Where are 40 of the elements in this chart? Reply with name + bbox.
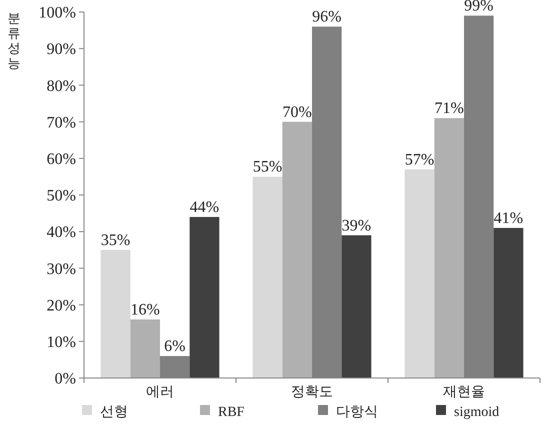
data-label: 39% <box>342 217 372 234</box>
x-tick-label: 에러 <box>146 385 174 400</box>
y-tick-label: 50% <box>46 188 76 205</box>
y-tick-label: 40% <box>46 224 76 242</box>
y-tick-label: 20% <box>46 297 76 314</box>
y-tick-label: 0% <box>54 370 76 388</box>
legend-label: sigmoid <box>454 404 500 420</box>
bar <box>252 176 282 378</box>
data-label: 70% <box>282 104 312 121</box>
bar <box>130 319 160 378</box>
legend-label: RBF <box>218 404 245 420</box>
y-tick-label: 100% <box>38 4 76 22</box>
data-label: 99% <box>464 0 494 15</box>
data-label: 71% <box>434 100 464 118</box>
bar <box>282 122 312 378</box>
bar <box>100 250 130 378</box>
legend-label: 다항식 <box>336 404 378 420</box>
data-label: 16% <box>130 301 160 318</box>
data-label: 96% <box>312 8 342 26</box>
y-tick-label: 30% <box>46 260 76 278</box>
data-label: 44% <box>190 198 220 216</box>
bar <box>434 118 464 378</box>
data-label: 55% <box>252 158 282 176</box>
bar <box>190 216 220 378</box>
data-label: 6% <box>164 338 186 356</box>
legend-label: 선형 <box>100 404 128 420</box>
bar <box>404 169 434 378</box>
x-tick-label: 재현율 <box>443 385 485 400</box>
bar <box>494 228 524 378</box>
bar <box>342 235 372 378</box>
y-tick-label: 70% <box>46 114 76 132</box>
y-tick-label: 60% <box>46 151 76 168</box>
y-tick-label: 90% <box>46 41 76 58</box>
data-label: 41% <box>494 210 524 227</box>
x-tick-label: 정확도 <box>291 385 333 400</box>
y-axis-title: 분류성능 <box>8 10 20 70</box>
y-tick-label: 10% <box>46 334 76 351</box>
data-label: 57% <box>404 151 434 168</box>
y-tick-label: 80% <box>46 78 76 95</box>
data-label: 35% <box>100 232 130 249</box>
